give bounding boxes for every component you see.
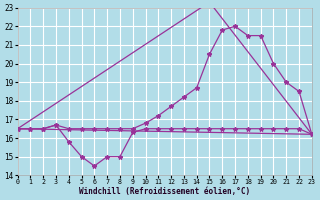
X-axis label: Windchill (Refroidissement éolien,°C): Windchill (Refroidissement éolien,°C) (79, 187, 250, 196)
